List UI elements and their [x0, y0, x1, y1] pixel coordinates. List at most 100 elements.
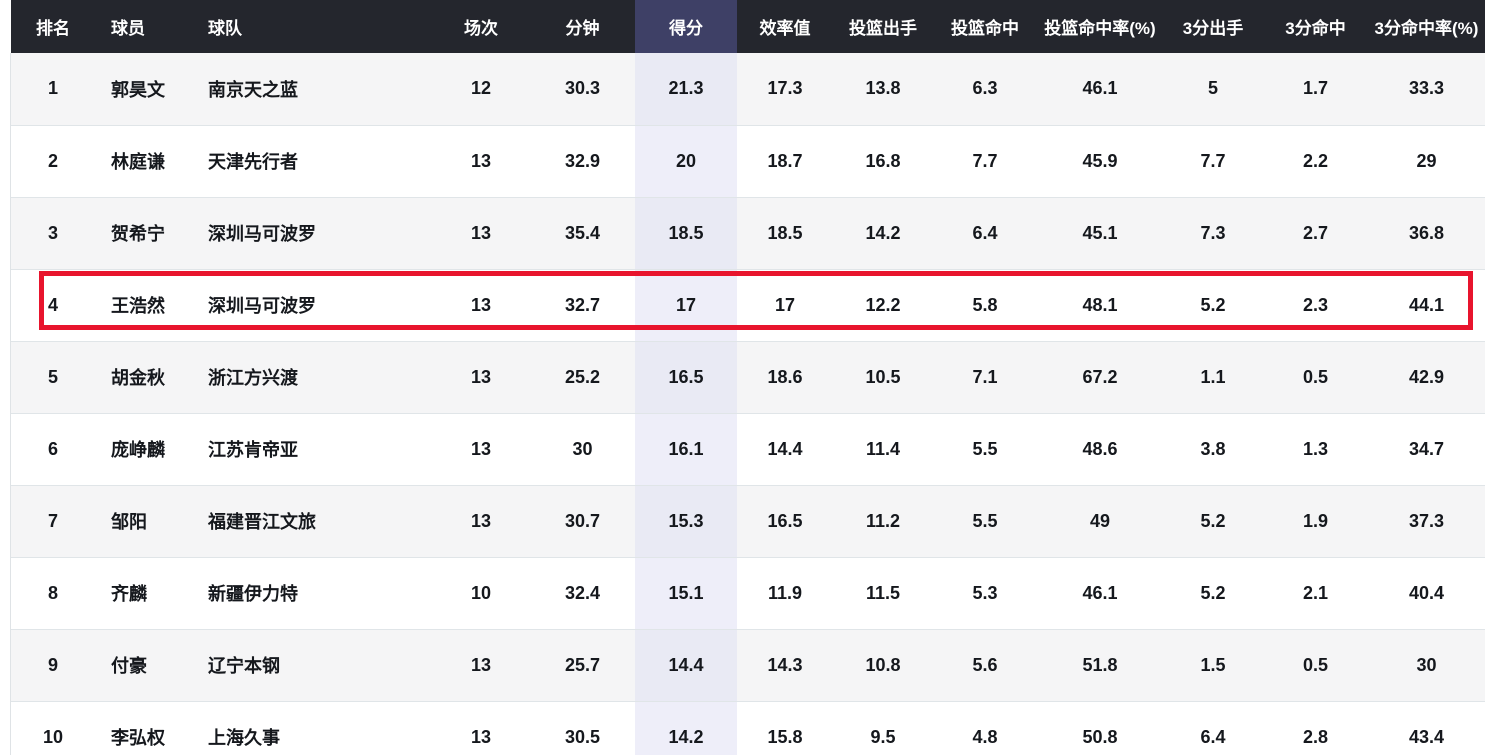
cell-player: 齐麟 — [95, 556, 192, 629]
cell-points: 17 — [635, 268, 737, 341]
cell-tppct: 36.8 — [1368, 196, 1485, 269]
cell-fgpct: 67.2 — [1037, 340, 1163, 413]
cell-fgpct: 48.6 — [1037, 412, 1163, 485]
cell-games: 13 — [432, 124, 530, 197]
cell-tpm: 1.3 — [1263, 412, 1368, 485]
cell-minutes: 32.4 — [530, 556, 635, 629]
cell-fgpct: 46.1 — [1037, 53, 1163, 125]
table-row-rank-10: 10 李弘权 上海久事 13 30.5 14.2 15.8 9.5 4.8 50.8 6.4 2.8 4… — [11, 700, 1485, 755]
cell-games: 10 — [432, 556, 530, 629]
cell-tpa: 1.1 — [1163, 340, 1263, 413]
cell-tppct: 40.4 — [1368, 556, 1485, 629]
column-header-team[interactable]: 球队 — [192, 0, 432, 53]
cell-fga: 11.2 — [833, 484, 933, 557]
column-header-fgm[interactable]: 投篮命中 — [933, 0, 1037, 53]
column-header-tpm[interactable]: 3分命中 — [1263, 0, 1368, 53]
cell-rank: 6 — [11, 412, 95, 485]
cell-player: 胡金秋 — [95, 340, 192, 413]
cell-points: 20 — [635, 124, 737, 197]
cell-rank: 8 — [11, 556, 95, 629]
cell-fgpct: 50.8 — [1037, 700, 1163, 755]
cell-fgpct: 45.9 — [1037, 124, 1163, 197]
cell-eff: 18.5 — [737, 196, 833, 269]
cell-minutes: 30.5 — [530, 700, 635, 755]
column-header-eff[interactable]: 效率值 — [737, 0, 833, 53]
column-header-tpa[interactable]: 3分出手 — [1163, 0, 1263, 53]
cell-team: 天津先行者 — [192, 124, 432, 197]
cell-player: 林庭谦 — [95, 124, 192, 197]
cell-tpm: 0.5 — [1263, 628, 1368, 701]
cell-team: 南京天之蓝 — [192, 53, 432, 125]
cell-eff: 17 — [737, 268, 833, 341]
cell-points: 16.1 — [635, 412, 737, 485]
table-row-rank-8: 8 齐麟 新疆伊力特 10 32.4 15.1 11.9 11.5 5.3 46.1 5.2 2.1 4… — [11, 556, 1485, 629]
cell-fgm: 7.1 — [933, 340, 1037, 413]
cell-player: 贺希宁 — [95, 196, 192, 269]
cell-points: 15.1 — [635, 556, 737, 629]
cell-minutes: 30 — [530, 412, 635, 485]
column-header-tppct[interactable]: 3分命中率(%) — [1368, 0, 1485, 53]
cell-team: 福建晋江文旅 — [192, 484, 432, 557]
cell-fgm: 4.8 — [933, 700, 1037, 755]
header-row: 排名 球员 球队 场次 分钟 得分 效率值 投篮出手 投篮命中 投篮命中率(%) 3分出手 3分命中 3… — [11, 0, 1485, 53]
column-header-fga[interactable]: 投篮出手 — [833, 0, 933, 53]
cell-minutes: 25.2 — [530, 340, 635, 413]
cell-tpa: 5.2 — [1163, 556, 1263, 629]
cell-tppct: 30 — [1368, 628, 1485, 701]
cell-eff: 14.4 — [737, 412, 833, 485]
table-row-rank-5: 5 胡金秋 浙江方兴渡 13 25.2 16.5 18.6 10.5 7.1 67.2 1.1 0.5… — [11, 340, 1485, 413]
column-header-games[interactable]: 场次 — [432, 0, 530, 53]
cell-points: 18.5 — [635, 196, 737, 269]
cell-tpa: 6.4 — [1163, 700, 1263, 755]
cell-minutes: 35.4 — [530, 196, 635, 269]
table-row-rank-3: 3 贺希宁 深圳马可波罗 13 35.4 18.5 18.5 14.2 6.4 45.1 7.3 2.… — [11, 196, 1485, 269]
cell-tpa: 3.8 — [1163, 412, 1263, 485]
cell-fgm: 6.3 — [933, 53, 1037, 125]
cell-fgpct: 49 — [1037, 484, 1163, 557]
cell-tpa: 7.7 — [1163, 124, 1263, 197]
cell-player: 庞峥麟 — [95, 412, 192, 485]
cell-points: 15.3 — [635, 484, 737, 557]
cell-minutes: 32.7 — [530, 268, 635, 341]
cell-fgm: 5.8 — [933, 268, 1037, 341]
cell-tpm: 2.3 — [1263, 268, 1368, 341]
cell-tpa: 5 — [1163, 53, 1263, 125]
cell-eff: 18.7 — [737, 124, 833, 197]
cell-fga: 11.4 — [833, 412, 933, 485]
cell-tpm: 2.7 — [1263, 196, 1368, 269]
column-header-rank[interactable]: 排名 — [11, 0, 95, 53]
table-row-rank-2: 2 林庭谦 天津先行者 13 32.9 20 18.7 16.8 7.7 45.9 7.7 2.2 29 — [11, 124, 1485, 197]
cell-tppct: 44.1 — [1368, 268, 1485, 341]
cell-tpa: 5.2 — [1163, 484, 1263, 557]
column-header-points[interactable]: 得分 — [635, 0, 737, 53]
cell-rank: 7 — [11, 484, 95, 557]
cell-games: 13 — [432, 484, 530, 557]
cell-fgm: 5.5 — [933, 412, 1037, 485]
cell-fga: 14.2 — [833, 196, 933, 269]
cell-eff: 15.8 — [737, 700, 833, 755]
cell-points: 14.4 — [635, 628, 737, 701]
cell-fga: 12.2 — [833, 268, 933, 341]
cell-tpm: 1.9 — [1263, 484, 1368, 557]
column-header-minutes[interactable]: 分钟 — [530, 0, 635, 53]
cell-fgm: 5.6 — [933, 628, 1037, 701]
cell-fga: 13.8 — [833, 53, 933, 125]
cell-minutes: 30.3 — [530, 53, 635, 125]
cell-team: 辽宁本钢 — [192, 628, 432, 701]
cell-minutes: 32.9 — [530, 124, 635, 197]
table-row-rank-6: 6 庞峥麟 江苏肯帝亚 13 30 16.1 14.4 11.4 5.5 48.6 3.8 1.3 34… — [11, 412, 1485, 485]
cell-rank: 3 — [11, 196, 95, 269]
cell-fgpct: 45.1 — [1037, 196, 1163, 269]
cell-games: 12 — [432, 53, 530, 125]
cell-games: 13 — [432, 268, 530, 341]
cell-games: 13 — [432, 700, 530, 755]
cell-player: 李弘权 — [95, 700, 192, 755]
cell-rank: 9 — [11, 628, 95, 701]
cell-tpa: 5.2 — [1163, 268, 1263, 341]
cell-fga: 10.5 — [833, 340, 933, 413]
cell-team: 上海久事 — [192, 700, 432, 755]
column-header-fgpct[interactable]: 投篮命中率(%) — [1037, 0, 1163, 53]
table-row-rank-9: 9 付豪 辽宁本钢 13 25.7 14.4 14.3 10.8 5.6 51.8 1.5 0.5 30 — [11, 628, 1485, 701]
column-header-player[interactable]: 球员 — [95, 0, 192, 53]
cell-tppct: 43.4 — [1368, 700, 1485, 755]
